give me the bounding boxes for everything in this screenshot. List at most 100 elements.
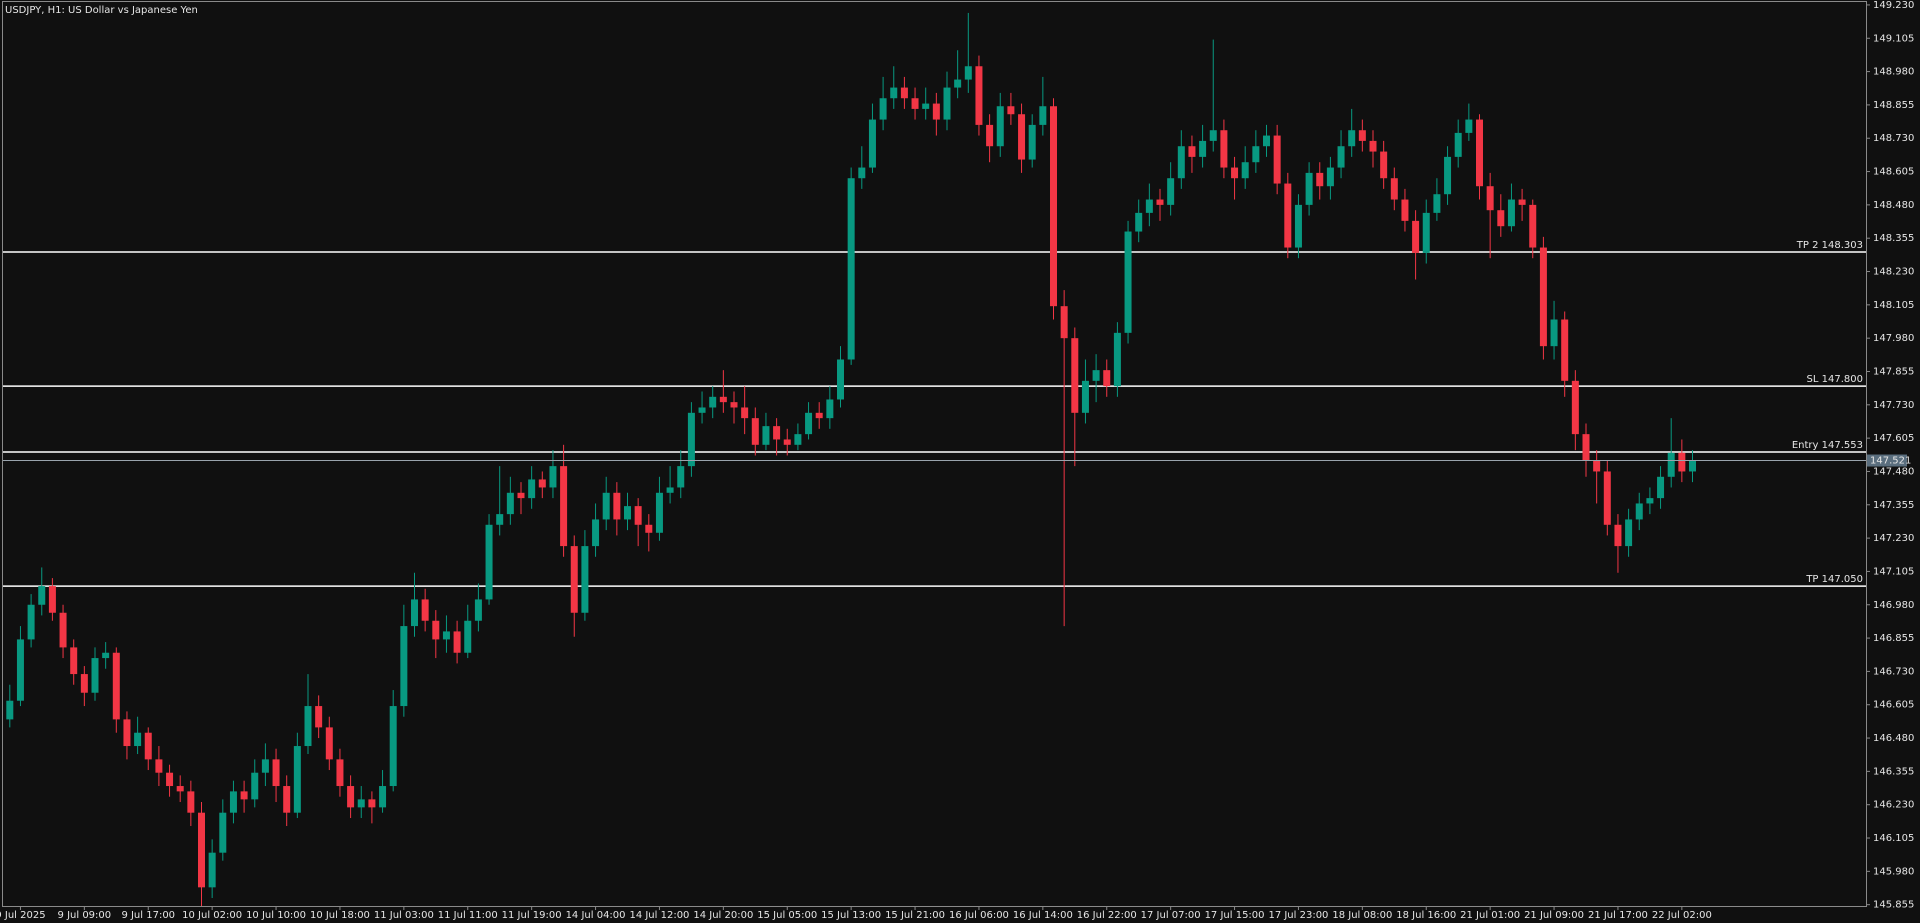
candle-body [858, 167, 866, 179]
candle-body [453, 631, 461, 653]
candle-body [1678, 452, 1686, 472]
candle-body [91, 658, 99, 693]
candle-body [293, 746, 301, 813]
candle-body [1635, 503, 1643, 520]
candle-body [954, 79, 962, 88]
y-tick-label: 149.105 [1873, 33, 1914, 44]
candle-body [357, 799, 365, 808]
y-tick-label: 146.105 [1873, 833, 1914, 844]
y-tick-label: 148.605 [1873, 167, 1914, 178]
x-tick-label: 14 Jul 20:00 [693, 910, 753, 921]
chart-title: USDJPY, H1: US Dollar vs Japanese Yen [5, 5, 198, 16]
candle-body [783, 439, 791, 445]
candle-body [943, 87, 951, 120]
candle-body [634, 506, 642, 525]
x-tick-label: 11 Jul 19:00 [502, 910, 562, 921]
candle-body [187, 791, 195, 813]
candle-body [613, 492, 621, 520]
y-tick-label: 148.855 [1873, 100, 1914, 111]
x-tick-label: 21 Jul 01:00 [1460, 910, 1520, 921]
y-tick-label: 147.230 [1873, 533, 1914, 544]
y-tick-label: 146.855 [1873, 633, 1914, 644]
candle-body [709, 396, 717, 408]
y-tick-label: 147.105 [1873, 566, 1914, 577]
candle-body [1050, 106, 1057, 307]
x-tick-label: 17 Jul 15:00 [1205, 910, 1265, 921]
candle-body [442, 631, 450, 640]
candle-body [1465, 119, 1473, 133]
y-tick-label: 147.980 [1873, 333, 1914, 344]
candle-body [229, 791, 237, 813]
candle-body [1625, 519, 1633, 547]
candle-body [1582, 434, 1590, 461]
x-tick-label: 10 Jul 02:00 [182, 910, 242, 921]
candle-body [1476, 119, 1483, 187]
candle-body [1199, 140, 1207, 157]
candle-body [975, 66, 983, 125]
y-tick-label: 148.980 [1873, 67, 1914, 78]
y-tick-label: 147.605 [1873, 433, 1914, 444]
candle-body [911, 98, 919, 109]
y-tick-label: 147.480 [1873, 466, 1914, 477]
candle-body [176, 786, 184, 792]
candle-body [506, 492, 514, 515]
candle-body [432, 620, 440, 640]
candle-body [826, 399, 834, 419]
x-tick-label: 9 Jul 17:00 [121, 910, 175, 921]
candle-body [847, 178, 855, 360]
plot-frame [2, 1, 1867, 907]
candle-body [1614, 524, 1622, 547]
candle-body [1018, 114, 1026, 160]
candle-body [336, 759, 344, 787]
candle-body [868, 119, 876, 168]
x-tick-label: 14 Jul 04:00 [566, 910, 626, 921]
x-tick-label: 16 Jul 06:00 [949, 910, 1009, 921]
candle-body [123, 719, 131, 747]
candle-body [1284, 183, 1292, 248]
candle-body [421, 599, 429, 621]
candle-body [1646, 498, 1654, 504]
candle-body [240, 791, 248, 800]
x-tick-label: 11 Jul 11:00 [438, 910, 498, 921]
candle-body [347, 786, 355, 808]
candle-body [38, 586, 46, 605]
candle-body [1326, 167, 1334, 187]
candle-body [698, 407, 706, 413]
candle-body [1348, 130, 1356, 147]
y-tick-label: 147.855 [1873, 366, 1914, 377]
candle-body [1561, 319, 1569, 381]
candle-body [1550, 319, 1558, 347]
candle-body [315, 706, 323, 728]
level-label: SL 147.800 [1807, 374, 1863, 385]
candle-body [304, 706, 312, 747]
candle-body [1454, 132, 1462, 157]
level-label: TP 147.050 [1805, 574, 1863, 585]
candle-body [1113, 332, 1121, 387]
y-tick-label: 146.605 [1873, 700, 1914, 711]
candle-body [560, 466, 568, 547]
candle-body [1358, 130, 1366, 141]
candle-body [1305, 172, 1313, 205]
candle-body [1380, 151, 1388, 179]
candle-body [570, 546, 578, 613]
candle-body [325, 727, 333, 760]
candle-body [1529, 204, 1537, 248]
candle-body [166, 772, 174, 787]
candle-body [474, 599, 482, 621]
candle-body [687, 412, 695, 467]
candle-body [464, 620, 472, 653]
x-tick-label: 9 Jul 2025 [0, 910, 46, 921]
candle-body [400, 626, 408, 707]
candle-body [251, 772, 259, 800]
x-tick-label: 10 Jul 10:00 [246, 910, 306, 921]
candle-body [1231, 167, 1239, 179]
candle-body [1497, 210, 1505, 227]
candle-body [1401, 199, 1409, 221]
candle-body [1603, 471, 1611, 525]
x-tick-label: 21 Jul 09:00 [1524, 910, 1584, 921]
candle-body [517, 492, 525, 499]
candle-body [1081, 380, 1089, 413]
candle-body [1092, 370, 1100, 381]
candle-body [1486, 186, 1494, 211]
